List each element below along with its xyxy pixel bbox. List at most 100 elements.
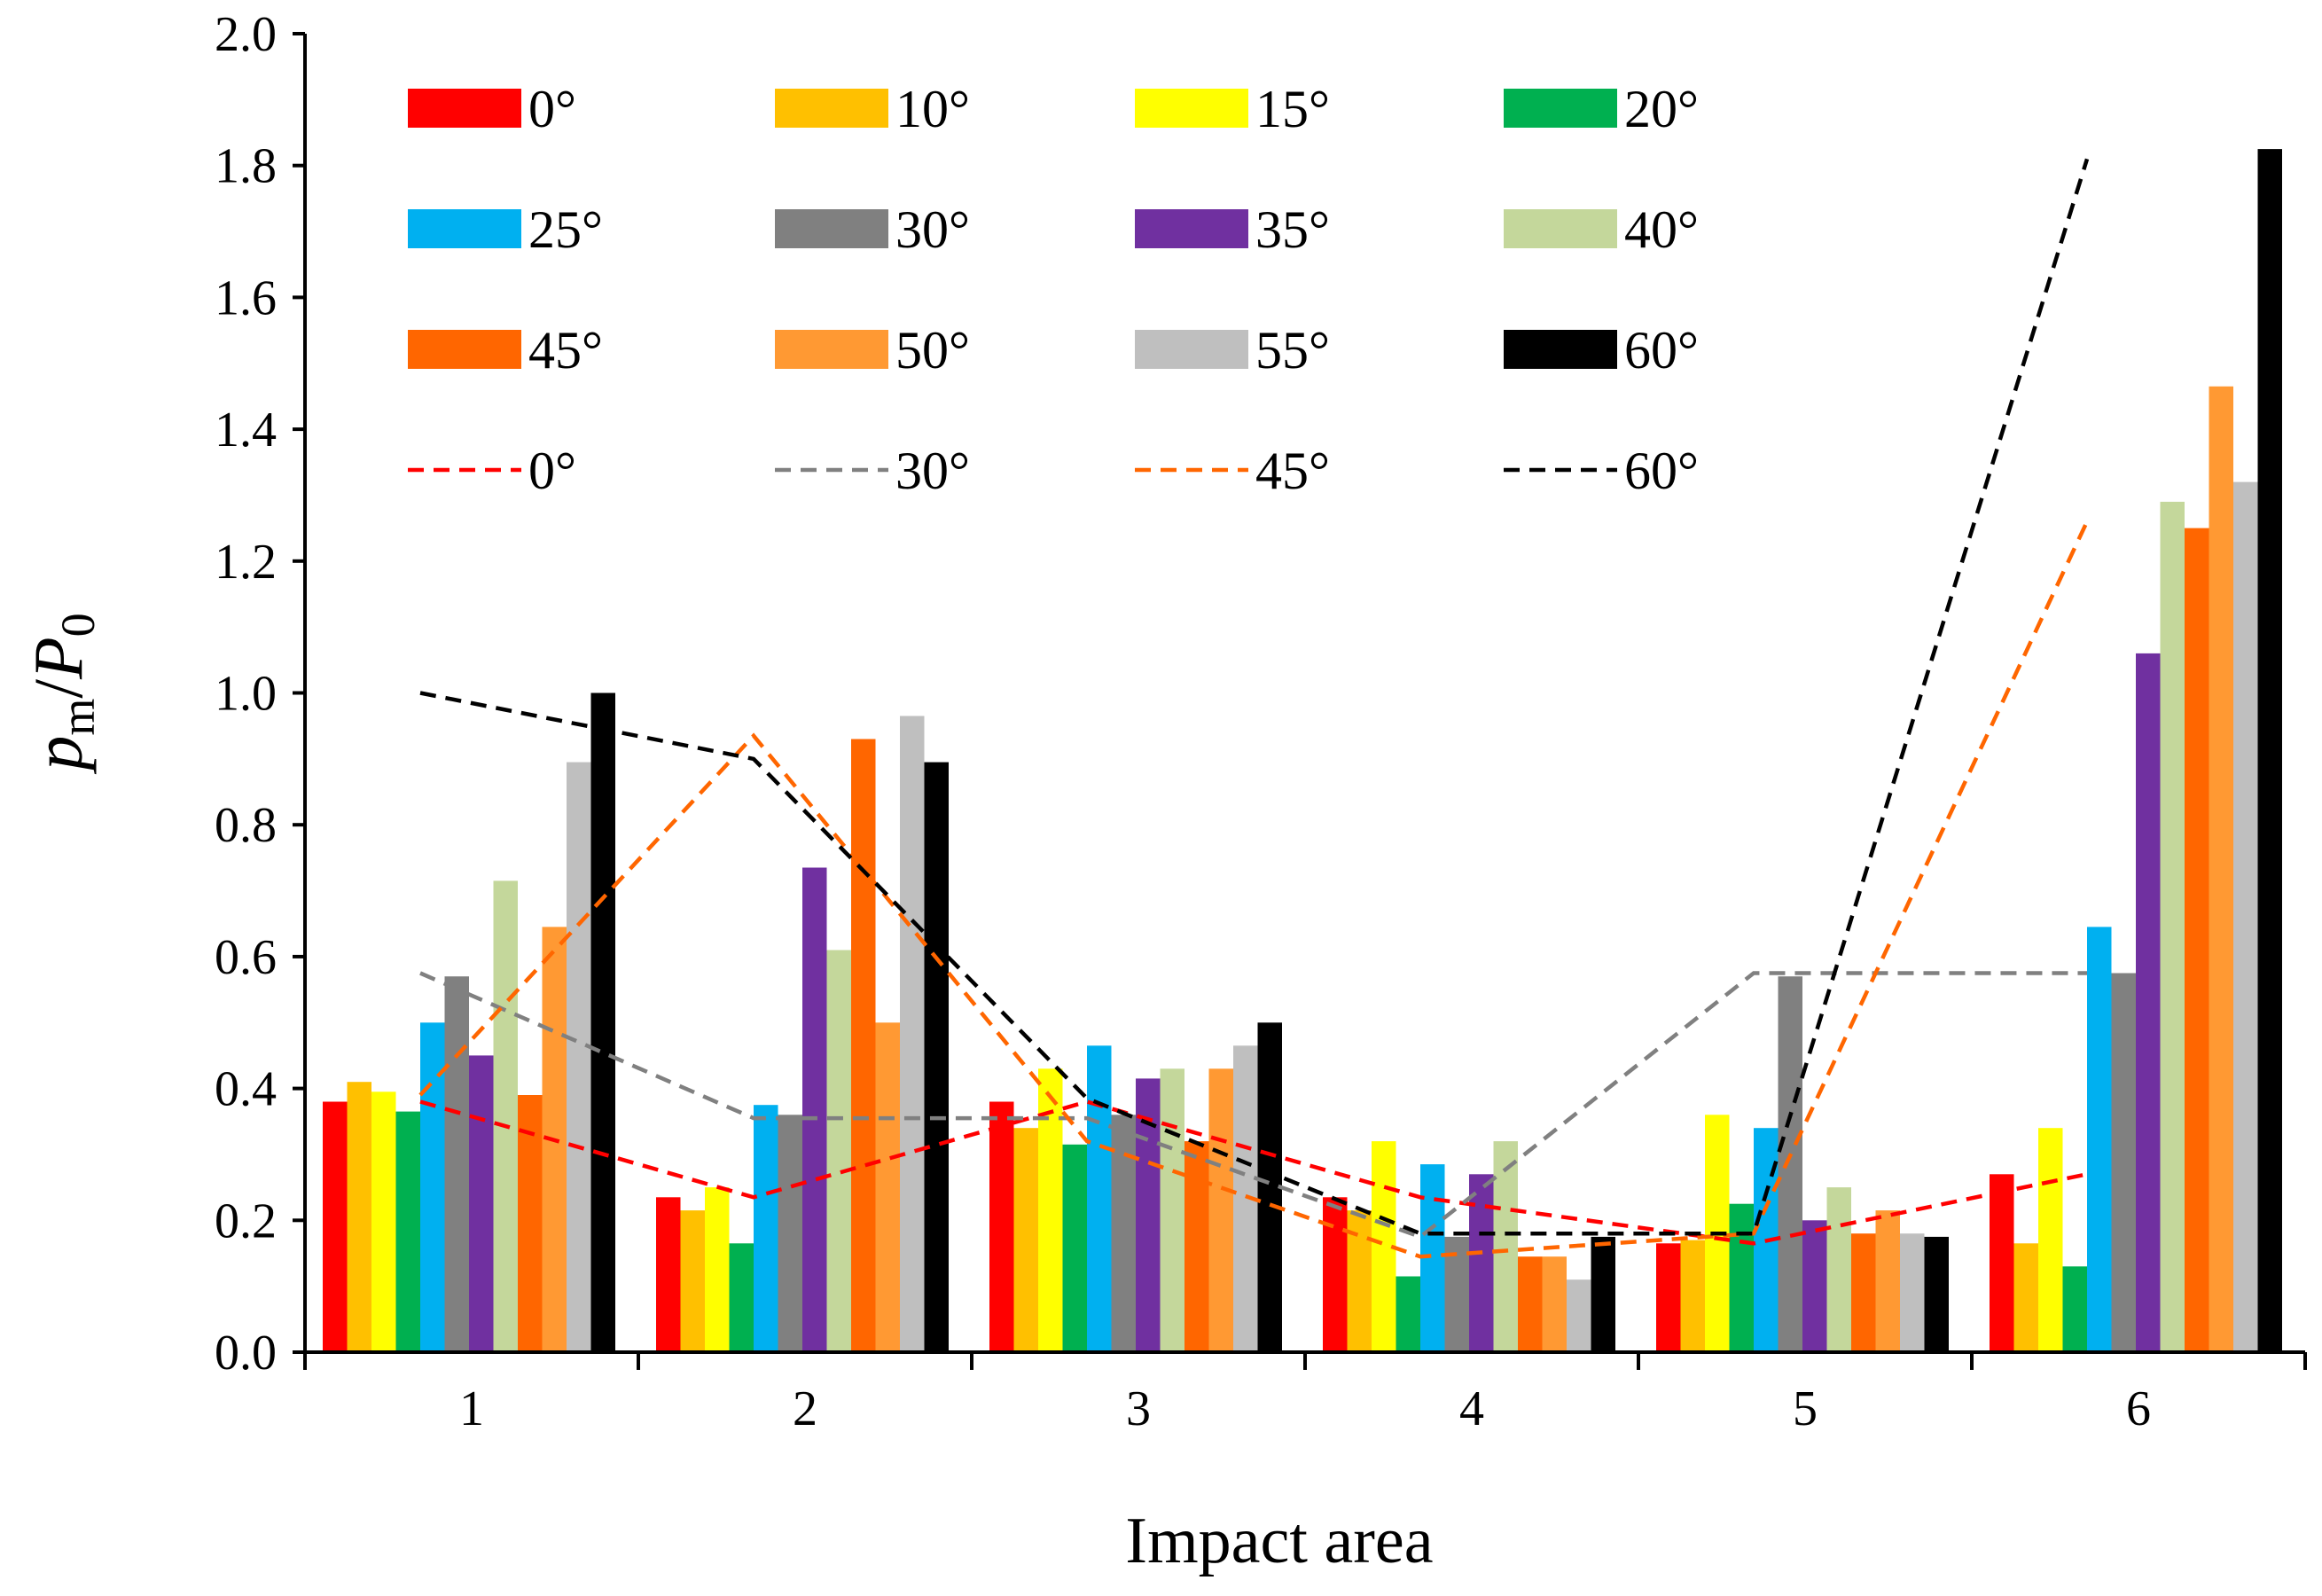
bar-20deg-area-4 bbox=[1396, 1276, 1420, 1352]
bar-15deg-area-2 bbox=[705, 1187, 730, 1352]
bar-20deg-area-6 bbox=[2062, 1266, 2087, 1352]
bar-20deg-area-3 bbox=[1062, 1144, 1087, 1352]
y-tick-label: 1.0 bbox=[215, 667, 277, 722]
bar-25deg-area-2 bbox=[754, 1105, 778, 1352]
legend: 0° 10° 15° 20° 25° 30° 35° 40° 45° 50° 55° 60° 0° 30°… bbox=[408, 80, 1699, 500]
legend-swatch-20deg bbox=[1504, 89, 1617, 128]
bar-45deg-area-2 bbox=[851, 739, 876, 1352]
lines-layer bbox=[418, 158, 2090, 1259]
bar-60deg-area-6 bbox=[2257, 149, 2282, 1353]
bar-35deg-area-5 bbox=[1802, 1220, 1827, 1352]
bar-50deg-area-4 bbox=[1542, 1256, 1567, 1352]
y-tick-label: 2.0 bbox=[215, 7, 277, 62]
y-tick-label: 1.6 bbox=[215, 270, 277, 325]
y-tick-label: 1.4 bbox=[215, 403, 277, 458]
legend-label: 60° bbox=[1624, 442, 1699, 500]
legend-swatch-25deg bbox=[408, 209, 521, 248]
legend-swatch-0deg bbox=[408, 89, 521, 128]
legend-swatch-45deg bbox=[408, 330, 521, 369]
bar-55deg-area-5 bbox=[1900, 1233, 1925, 1352]
bar-40deg-area-5 bbox=[1826, 1187, 1851, 1352]
legend-swatch-60deg bbox=[1504, 330, 1617, 369]
bar-60deg-area-4 bbox=[1591, 1236, 1615, 1352]
bar-30deg-area-1 bbox=[444, 976, 469, 1352]
y-tick-label: 0.0 bbox=[215, 1326, 277, 1381]
legend-swatch-10deg bbox=[775, 89, 888, 128]
trend-line-60deg bbox=[419, 158, 2090, 1236]
legend-label: 50° bbox=[895, 321, 970, 379]
legend-swatch-50deg bbox=[775, 330, 888, 369]
bar-0deg-area-4 bbox=[1323, 1197, 1348, 1352]
legend-label: 20° bbox=[1624, 80, 1699, 138]
bar-10deg-area-6 bbox=[2013, 1243, 2038, 1352]
bar-10deg-area-3 bbox=[1013, 1128, 1038, 1352]
y-axis-title: pm/P0 bbox=[20, 613, 105, 774]
bar-45deg-area-1 bbox=[518, 1095, 543, 1352]
bar-55deg-area-4 bbox=[1567, 1279, 1591, 1352]
y-tick-label: 0.8 bbox=[215, 798, 277, 853]
bar-0deg-area-1 bbox=[323, 1101, 348, 1352]
bar-55deg-area-2 bbox=[900, 716, 925, 1352]
bar-35deg-area-2 bbox=[802, 867, 827, 1352]
bar-45deg-area-4 bbox=[1518, 1256, 1543, 1352]
bar-45deg-area-6 bbox=[2185, 528, 2209, 1352]
y-tick-label: 0.6 bbox=[215, 930, 277, 985]
bar-20deg-area-1 bbox=[395, 1111, 420, 1352]
bar-50deg-area-2 bbox=[875, 1022, 900, 1353]
bar-20deg-area-2 bbox=[729, 1243, 754, 1352]
bar-35deg-area-1 bbox=[469, 1055, 494, 1352]
bars-layer bbox=[323, 149, 2282, 1353]
legend-swatch-40deg bbox=[1504, 209, 1617, 248]
trend-line-0deg bbox=[419, 1099, 2088, 1246]
legend-label: 35° bbox=[1255, 200, 1330, 259]
legend-label: 60° bbox=[1624, 321, 1699, 379]
bar-0deg-area-6 bbox=[1990, 1174, 2014, 1352]
legend-label: 30° bbox=[895, 200, 970, 259]
x-tick-label: 1 bbox=[459, 1381, 484, 1436]
y-tick-label: 1.2 bbox=[215, 535, 277, 590]
bar-40deg-area-4 bbox=[1493, 1141, 1518, 1352]
bar-45deg-area-3 bbox=[1184, 1141, 1209, 1352]
legend-label: 30° bbox=[895, 442, 970, 500]
bar-15deg-area-1 bbox=[371, 1091, 396, 1352]
bar-40deg-area-2 bbox=[826, 950, 851, 1352]
bar-35deg-area-6 bbox=[2136, 653, 2161, 1352]
bar-20deg-area-5 bbox=[1729, 1203, 1754, 1352]
bar-40deg-area-3 bbox=[1160, 1068, 1184, 1352]
legend-label: 40° bbox=[1624, 200, 1699, 259]
bar-60deg-area-5 bbox=[1924, 1236, 1949, 1352]
bar-0deg-area-3 bbox=[989, 1101, 1014, 1352]
legend-swatch-15deg bbox=[1135, 89, 1248, 128]
bar-10deg-area-2 bbox=[680, 1210, 705, 1352]
bar-60deg-area-2 bbox=[924, 762, 949, 1352]
y-tick-label: 0.4 bbox=[215, 1062, 277, 1117]
bar-60deg-area-1 bbox=[590, 692, 615, 1352]
legend-label: 45° bbox=[528, 321, 603, 379]
y-tick-label: 0.2 bbox=[215, 1193, 277, 1248]
bar-45deg-area-5 bbox=[1851, 1233, 1876, 1352]
trend-line-45deg bbox=[418, 520, 2090, 1259]
x-tick-label: 3 bbox=[1126, 1381, 1151, 1436]
legend-label: 45° bbox=[1255, 442, 1330, 500]
bar-30deg-area-3 bbox=[1111, 1115, 1136, 1352]
bar-10deg-area-5 bbox=[1680, 1240, 1705, 1352]
x-tick-label: 2 bbox=[793, 1381, 817, 1436]
legend-label: 55° bbox=[1255, 321, 1330, 379]
bar-30deg-area-5 bbox=[1778, 976, 1802, 1352]
bar-30deg-area-2 bbox=[778, 1115, 802, 1352]
bar-40deg-area-6 bbox=[2160, 501, 2185, 1352]
bar-35deg-area-4 bbox=[1469, 1174, 1494, 1352]
axes-layer: 0.0 0.2 0.4 0.6 0.8 1.0 1.2 1.4 1.6 1.8 2.0 1 2 3 4 5 6 bbox=[215, 7, 2307, 1436]
legend-label: 0° bbox=[528, 442, 576, 500]
trend-line-30deg bbox=[419, 971, 2087, 1240]
x-tick-label: 4 bbox=[1459, 1381, 1484, 1436]
bar-50deg-area-5 bbox=[1875, 1210, 1900, 1352]
legend-label: 25° bbox=[528, 200, 603, 259]
legend-swatch-35deg bbox=[1135, 209, 1248, 248]
bar-10deg-area-1 bbox=[347, 1082, 371, 1352]
bar-0deg-area-2 bbox=[656, 1197, 681, 1352]
bar-25deg-area-3 bbox=[1087, 1045, 1112, 1352]
bar-25deg-area-6 bbox=[2087, 927, 2112, 1352]
x-tick-label: 6 bbox=[2126, 1381, 2151, 1436]
